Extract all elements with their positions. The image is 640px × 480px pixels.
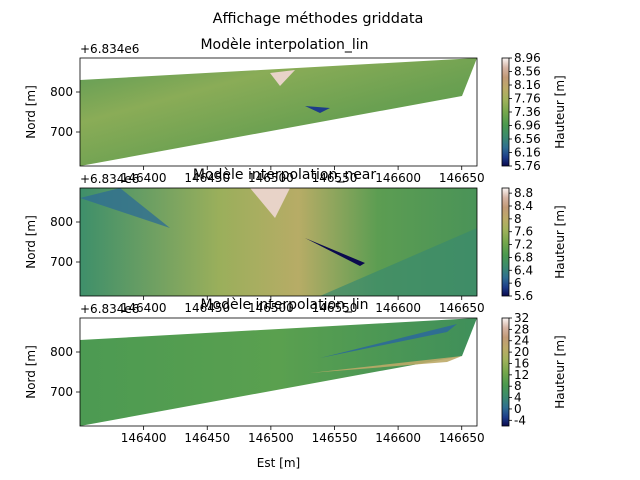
y-axis-label: Nord [m] <box>24 215 38 269</box>
y-tick-label: 800 <box>50 215 73 229</box>
colorbar <box>501 57 510 167</box>
colorbar-tick-label: 20 <box>514 345 529 359</box>
x-tick-label: 146450 <box>184 171 230 185</box>
colorbar-tick-label: 8.8 <box>514 186 533 200</box>
colorbar-tick-label: 28 <box>514 322 529 336</box>
x-tick-label: 146400 <box>121 171 167 185</box>
colorbar-tick-label: 6.56 <box>514 132 541 146</box>
colorbar-tick-label: 0 <box>514 402 522 416</box>
axes-frame <box>79 57 478 167</box>
colorbar-tick-label: 7.2 <box>514 238 533 252</box>
x-tick-label: 146500 <box>248 431 294 445</box>
colorbar-tick-label: 24 <box>514 334 529 348</box>
axes-frame <box>79 187 478 297</box>
trough-line <box>305 106 330 113</box>
colorbar <box>501 187 510 297</box>
low-zone <box>320 324 457 358</box>
low-zone <box>80 188 170 228</box>
high-zone <box>250 188 290 218</box>
colorbar-tick-label: 7.36 <box>514 105 541 119</box>
x-tick-label: 146400 <box>121 431 167 445</box>
colorbar-tick-label: 32 <box>514 311 529 325</box>
high-zone <box>270 70 295 86</box>
low-zone <box>320 228 477 296</box>
x-tick-label: 146500 <box>248 301 294 315</box>
y-offset-label: +6.834e6 <box>80 42 139 56</box>
x-tick-label: 146550 <box>312 431 358 445</box>
panel-2: 146400 146450 146500 146550 146600 146650 700 8… <box>24 167 567 315</box>
colorbar-tick-label: 8 <box>514 379 522 393</box>
x-tick-label: 146600 <box>375 171 421 185</box>
x-tick-label: 146500 <box>248 171 294 185</box>
panel-3: 146400 146450 146500 146550 146600 146650 700 8… <box>24 297 567 470</box>
x-tick-label: 146600 <box>375 301 421 315</box>
panel-1: 146400 146450 146500 146550 146600 146650 700 8… <box>24 37 567 185</box>
colorbar-tick-label: 6.16 <box>514 146 541 160</box>
colorbar-tick-label: 6 <box>514 276 522 290</box>
trough-line <box>305 238 365 266</box>
colorbar-tick-label: 7.6 <box>514 225 533 239</box>
y-tick-label: 700 <box>50 385 73 399</box>
x-tick-label: 146600 <box>375 431 421 445</box>
plot-area <box>80 58 477 166</box>
y-axis-label: Nord [m] <box>24 85 38 139</box>
x-axis-label: Est [m] <box>257 456 300 470</box>
y-axis-label: Nord [m] <box>24 345 38 399</box>
high-zone <box>310 356 462 373</box>
colorbar-tick-label: 8 <box>514 212 522 226</box>
panel-title: Modèle interpolation_lin <box>200 37 368 53</box>
y-offset-label: +6.834e6 <box>80 302 139 316</box>
colorbar-tick-label: 6.4 <box>514 263 533 277</box>
plot-area <box>80 318 477 426</box>
colorbar-tick-label: 16 <box>514 356 529 370</box>
colorbar-tick-label: 12 <box>514 368 529 382</box>
colorbar-tick-label: 8.16 <box>514 78 541 92</box>
y-tick-label: 700 <box>50 255 73 269</box>
x-tick-label: 146650 <box>439 171 485 185</box>
x-tick-label: 146550 <box>312 301 358 315</box>
x-tick-label: 146650 <box>439 431 485 445</box>
panel-title: Modèle interpolation_lin <box>200 297 368 313</box>
height-field <box>80 58 477 166</box>
figure-suptitle: Affichage méthodes griddata <box>213 11 424 27</box>
x-tick-label: 146450 <box>184 301 230 315</box>
colorbar-tick-label: 5.76 <box>514 159 541 173</box>
colorbar-label: Hauteur [m] <box>553 205 567 278</box>
colorbar-tick-label: 6.96 <box>514 119 541 133</box>
plot-area <box>80 188 477 296</box>
x-tick-label: 146450 <box>184 431 230 445</box>
y-tick-label: 700 <box>50 125 73 139</box>
colorbar-tick-label: 7.76 <box>514 92 541 106</box>
colorbar-tick-label: 4 <box>514 391 522 405</box>
colorbar-label: Hauteur [m] <box>553 75 567 148</box>
x-tick-label: 146400 <box>121 301 167 315</box>
y-tick-label: 800 <box>50 85 73 99</box>
colorbar-tick-label: 8.96 <box>514 51 541 65</box>
colorbar-tick-label: 8.4 <box>514 199 533 213</box>
colorbar <box>501 317 510 427</box>
x-tick-label: 146550 <box>312 171 358 185</box>
axes-frame <box>79 317 478 427</box>
colorbar-tick-label: 5.6 <box>514 289 533 303</box>
panel-title: Modèle interpolation_near <box>193 167 377 183</box>
x-tick-label: 146650 <box>439 301 485 315</box>
y-tick-label: 800 <box>50 345 73 359</box>
colorbar-tick-label: 8.56 <box>514 65 541 79</box>
colorbar-tick-label: 6.8 <box>514 250 533 264</box>
colorbar-label: Hauteur [m] <box>553 335 567 408</box>
y-offset-label: +6.834e6 <box>80 172 139 186</box>
colorbar-tick-label: -4 <box>514 413 526 427</box>
